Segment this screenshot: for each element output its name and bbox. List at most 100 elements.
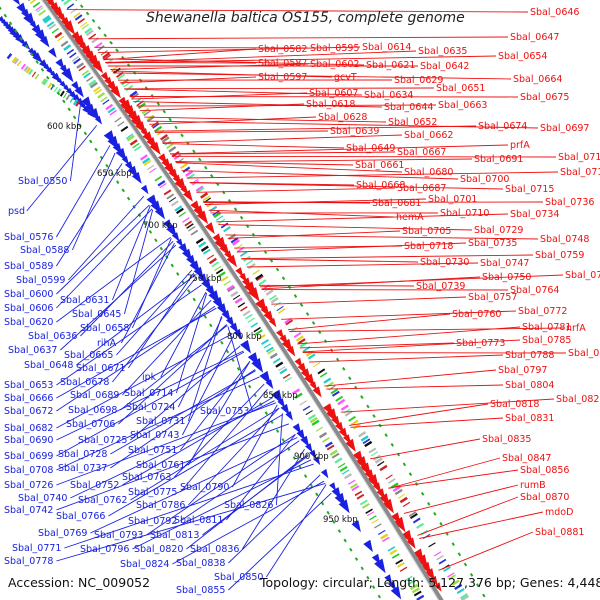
reverse-gene-label: Sbal_0752 <box>70 480 119 491</box>
category-tick <box>202 195 210 202</box>
category-tick <box>208 257 217 265</box>
category-tick <box>132 142 140 149</box>
category-tick <box>385 542 394 548</box>
reverse-leader-line <box>118 324 227 425</box>
reverse-gene-label: Sbal_0737 <box>58 463 107 474</box>
category-tick <box>265 289 274 296</box>
category-tick <box>223 226 231 233</box>
reverse-gene-label: Sbal_0786 <box>136 500 185 511</box>
category-tick <box>173 153 182 161</box>
reverse-leader-line <box>186 454 309 550</box>
gene-arrow <box>204 222 215 235</box>
category-tick <box>78 65 86 72</box>
reverse-leader-line <box>242 448 305 550</box>
forward-gene-label: Sbal_0759 <box>535 250 584 261</box>
forward-gene-label: Sbal_0764 <box>510 285 559 296</box>
category-tick <box>154 175 163 182</box>
reverse-gene-label: Sbal_0728 <box>58 449 107 460</box>
forward-gene-label: Sbal_0652 <box>388 117 437 128</box>
category-tick <box>120 125 129 133</box>
category-tick <box>142 157 151 164</box>
category-tick <box>397 493 406 499</box>
forward-gene-label: Sbal_0602 <box>310 59 359 70</box>
reverse-gene-label: Sbal_0838 <box>176 558 225 569</box>
reverse-leader-line <box>130 407 280 501</box>
reverse-leader-line <box>56 351 245 457</box>
category-tick <box>409 513 418 520</box>
category-tick <box>16 60 22 67</box>
category-tick <box>349 482 358 489</box>
forward-leader-line <box>349 403 489 426</box>
forward-gene-label: Sbal_0668 <box>356 180 405 191</box>
forward-gene-label: Sbal_0661 <box>355 160 404 171</box>
category-tick <box>399 496 408 504</box>
ruler-dot <box>198 306 202 311</box>
reverse-gene-label: Sbal_0792 <box>128 516 177 527</box>
category-tick <box>433 551 442 557</box>
reverse-leader-line <box>70 400 275 499</box>
reverse-gene-label: Sbal_0769 <box>38 528 87 539</box>
forward-leader-line <box>326 384 504 390</box>
reverse-gene-label: Sbal_0824 <box>120 559 169 570</box>
ruler-dot <box>420 491 425 496</box>
ruler-dot <box>342 367 346 371</box>
reverse-gene-label: Sbal_0708 <box>4 465 53 476</box>
category-tick <box>381 536 390 543</box>
scale-label: 600 kbp <box>47 122 82 132</box>
gene-arrow <box>292 423 302 435</box>
category-tick <box>77 18 85 25</box>
category-tick <box>35 5 43 11</box>
category-tick <box>6 53 13 60</box>
reverse-leader-line <box>182 335 235 436</box>
category-tick <box>288 323 296 330</box>
reverse-leader-line <box>131 238 172 329</box>
category-tick <box>217 271 226 278</box>
category-tick <box>402 501 411 508</box>
reverse-gene-label: Sbal_0714 <box>124 388 173 399</box>
category-tick <box>73 12 81 19</box>
ruler-dot <box>469 572 474 577</box>
forward-gene-label: Sbal_0730 <box>420 257 469 268</box>
ruler-dot <box>360 566 364 571</box>
forward-leader-line <box>218 224 473 231</box>
forward-gene-label: Sbal_0629 <box>394 75 443 86</box>
category-tick <box>329 449 338 456</box>
gene-arrow <box>171 232 180 242</box>
ruler-dot <box>402 462 407 467</box>
category-tick <box>254 329 263 336</box>
reverse-gene-label: Sbal_0698 <box>68 405 117 416</box>
forward-leader-line <box>370 438 481 460</box>
reverse-gene-label: Sbal_0743 <box>130 430 179 441</box>
forward-leader-line <box>124 88 363 96</box>
category-tick <box>297 338 306 345</box>
category-tick <box>126 134 135 142</box>
ruler-dot <box>62 99 66 104</box>
category-tick <box>83 72 91 79</box>
ruler-dot <box>293 294 298 298</box>
forward-leader-line <box>154 130 329 133</box>
gene-arrow <box>225 316 235 328</box>
category-tick <box>395 559 404 565</box>
reverse-gene-label: Sbal_0620 <box>4 317 53 328</box>
ruler-dot <box>303 474 308 479</box>
ruler-dot <box>192 149 196 154</box>
ruler-dot <box>174 125 178 130</box>
reverse-gene-label: Sbal_0699 <box>4 451 53 462</box>
gene-arrow <box>285 411 293 421</box>
forward-gene-label: Sbal_0715 <box>505 184 554 195</box>
category-tick <box>81 23 89 30</box>
ruler-dot <box>170 263 174 268</box>
category-tick <box>226 284 235 292</box>
category-tick <box>66 3 75 10</box>
forward-leader-line <box>162 134 403 144</box>
category-tick <box>405 575 413 582</box>
category-tick <box>371 518 379 524</box>
reverse-gene-label: Sbal_0706 <box>66 419 115 430</box>
category-tick <box>295 335 304 342</box>
reverse-gene-label: Sbal_0771 <box>12 543 61 554</box>
category-tick <box>377 460 385 467</box>
category-tick <box>9 55 15 62</box>
reverse-leader-line <box>228 474 321 564</box>
reverse-gene-label: Sbal_0793 <box>94 530 143 541</box>
reverse-gene-label: Sbal_0763 <box>122 472 171 483</box>
